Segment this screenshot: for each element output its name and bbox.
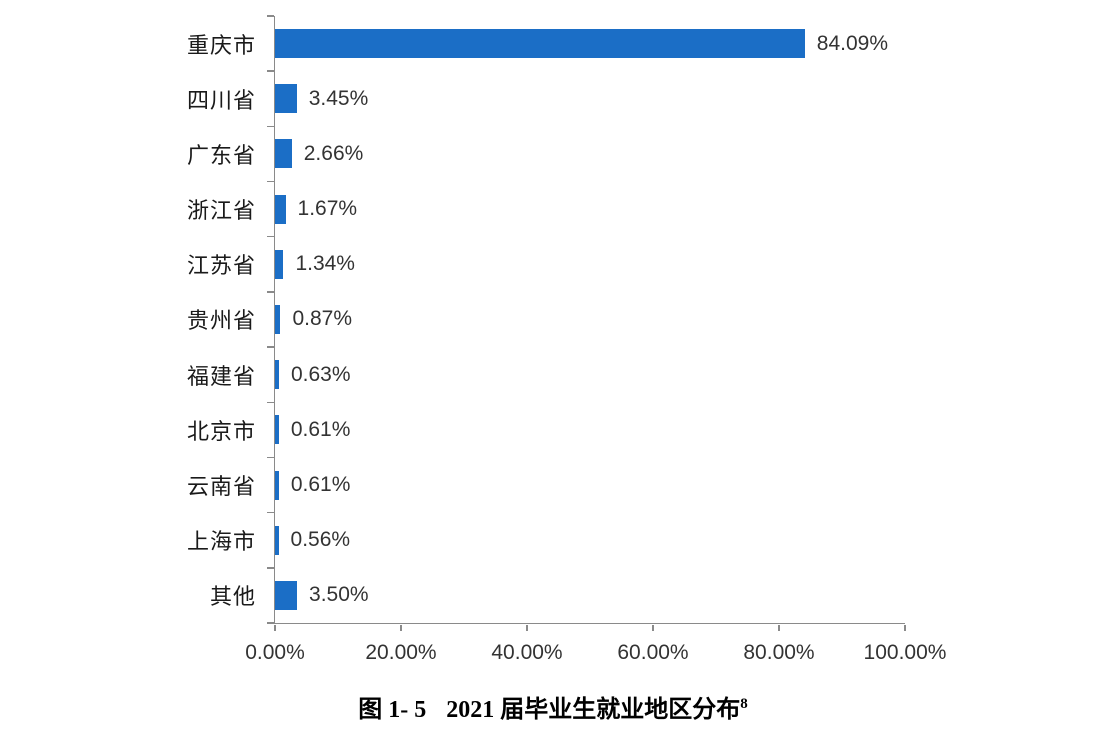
y-axis-tick xyxy=(266,346,274,348)
y-axis-tick xyxy=(266,622,274,624)
category-label: 福建省 xyxy=(186,363,256,389)
value-label: 84.09% xyxy=(816,31,888,55)
y-axis-tick xyxy=(266,125,274,128)
bar xyxy=(275,360,279,390)
y-axis-tick xyxy=(266,291,274,293)
bar xyxy=(275,84,297,114)
x-axis-tick xyxy=(526,624,528,631)
y-axis-tick xyxy=(266,235,274,238)
footnote-marker: 8 xyxy=(740,696,748,712)
category-label: 上海市 xyxy=(186,529,256,555)
bar xyxy=(275,415,279,445)
x-axis-tick xyxy=(400,624,402,631)
figure-caption: 图 1- 5 2021 届毕业生就业地区分布8 xyxy=(0,689,1106,724)
x-axis-label: 60.00% xyxy=(617,641,689,664)
y-axis-tick xyxy=(266,70,274,72)
x-axis-label: 80.00% xyxy=(743,641,815,664)
value-label: 0.56% xyxy=(290,528,351,552)
bar xyxy=(275,580,298,610)
bar xyxy=(275,470,279,500)
value-label: 0.61% xyxy=(290,473,351,497)
bar xyxy=(275,194,286,224)
category-label: 广东省 xyxy=(186,142,256,168)
x-axis-label: 40.00% xyxy=(491,641,563,664)
y-axis-tick xyxy=(266,401,274,404)
x-axis-tick xyxy=(652,624,654,631)
y-axis-tick xyxy=(266,456,274,459)
x-axis-label: 100.00% xyxy=(863,641,947,664)
x-axis-tick xyxy=(778,624,780,631)
figure-title: 2021 届毕业生就业地区分布 xyxy=(446,697,741,723)
y-axis-tick xyxy=(266,180,274,183)
category-label: 云南省 xyxy=(186,474,256,500)
figure-number: 图 1- 5 xyxy=(358,697,427,723)
category-label: 江苏省 xyxy=(186,253,256,279)
value-label: 3.45% xyxy=(308,86,369,110)
bar xyxy=(275,249,284,279)
y-axis-tick xyxy=(266,511,274,514)
x-axis-label: 20.00% xyxy=(365,641,437,664)
value-label: 1.34% xyxy=(295,252,355,276)
bar xyxy=(275,29,805,59)
value-label: 1.67% xyxy=(297,197,358,221)
value-label: 0.87% xyxy=(292,307,353,331)
bar xyxy=(275,139,292,169)
value-label: 2.66% xyxy=(303,141,364,165)
y-axis-tick xyxy=(266,15,274,17)
value-label: 0.63% xyxy=(290,362,351,386)
category-label: 浙江省 xyxy=(186,198,256,224)
plot-area: 84.09% 3.45% 2.66% 1.67% 1.34% 0.87% 0.63% 0.61… xyxy=(245,15,946,664)
category-label: 重庆市 xyxy=(186,32,256,58)
value-label: 0.61% xyxy=(290,417,351,441)
x-axis-tick xyxy=(274,624,276,631)
value-label: 3.50% xyxy=(309,583,369,607)
category-label: 北京市 xyxy=(186,418,256,444)
bar xyxy=(275,305,281,334)
x-axis-label: 0.00% xyxy=(245,641,305,664)
bar xyxy=(275,525,279,555)
x-axis-tick xyxy=(904,624,906,631)
category-label: 四川省 xyxy=(186,87,256,113)
y-axis-tick xyxy=(266,567,274,569)
category-label: 贵州省 xyxy=(186,308,256,334)
category-label: 其他 xyxy=(209,584,256,610)
